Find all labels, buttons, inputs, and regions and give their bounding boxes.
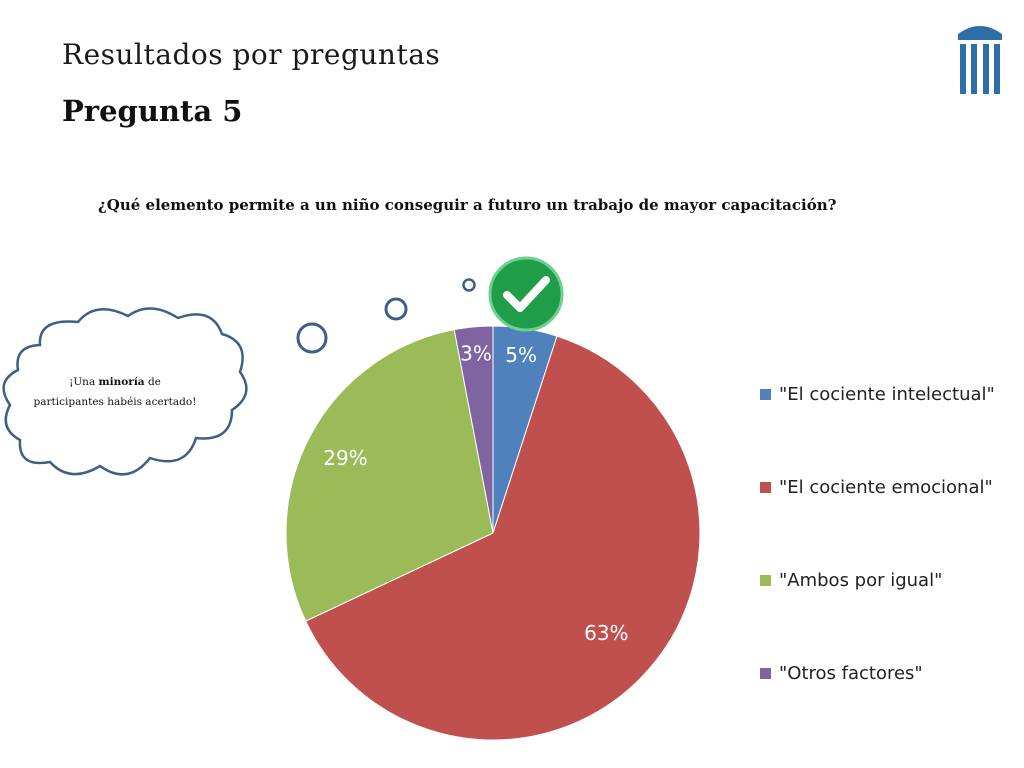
legend-item: "Ambos por igual": [760, 570, 942, 591]
slice-data-label: 3%: [460, 342, 492, 366]
legend-swatch: [760, 482, 771, 493]
legend-swatch: [760, 389, 771, 400]
thought-cloud: [2, 307, 248, 476]
legend-label: "El cociente intelectual": [779, 384, 995, 405]
question-text: ¿Qué elemento permite a un niño consegui…: [98, 196, 837, 214]
legend-item: "Otros factores": [760, 663, 923, 684]
legend-label: "Ambos por igual": [779, 570, 943, 591]
pie-slice: [305, 335, 701, 741]
legend-swatch: [760, 668, 771, 679]
legend-swatch: [760, 575, 771, 586]
slice-data-label: 63%: [584, 621, 628, 645]
slice-data-label: 29%: [323, 446, 367, 470]
pie-slice: [453, 325, 494, 534]
cloud-message: ¡Una minoría de participantes habéis ace…: [33, 376, 197, 408]
question-number: Pregunta 5: [62, 94, 243, 128]
check-circle-icon: [488, 256, 564, 332]
columns-logo-icon: [958, 26, 1002, 94]
slice-data-label: 5%: [505, 343, 537, 367]
legend-item: "El cociente emocional": [760, 477, 993, 498]
legend-item: "El cociente intelectual": [760, 384, 995, 405]
legend-label: "Otros factores": [779, 663, 923, 684]
page-title: Resultados por preguntas: [62, 38, 441, 71]
legend-label: "El cociente emocional": [779, 477, 993, 498]
pie-slice: [285, 329, 494, 622]
